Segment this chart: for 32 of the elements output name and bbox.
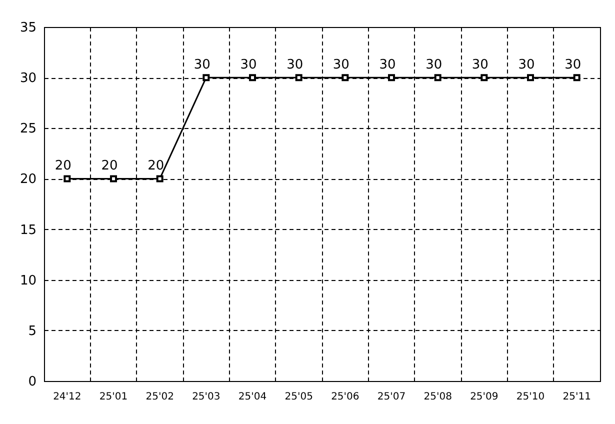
y-tick-label: 10 [20,273,36,288]
data-label: 30 [240,58,257,73]
data-label: 20 [54,158,72,174]
data-label: 30 [194,58,210,73]
x-tick-label: 25'01 [99,392,128,402]
data-label: 20 [148,158,164,174]
data-label: 30 [518,58,535,73]
x-tick-label: 25'04 [238,392,267,402]
data-label: 30 [472,58,488,73]
data-label: 30 [564,58,582,73]
x-tick-label: 25'11 [562,392,591,402]
x-tick-label: 24'12 [53,392,82,402]
x-tick-label: 25'09 [470,392,498,402]
x-tick-label: 25'06 [331,392,360,402]
x-tick-label: 25'07 [377,392,406,402]
x-tick-label: 25'02 [146,392,174,402]
y-tick-label: 5 [28,324,36,339]
data-label: 30 [286,58,304,73]
y-tick-label: 0 [28,374,36,390]
data-label: 30 [426,58,442,73]
x-tick-label: 25'08 [424,392,452,402]
x-tick-label: 25'10 [516,392,545,402]
y-tick-label: 15 [20,222,36,238]
y-tick-label: 25 [20,122,36,137]
data-label: 30 [332,58,350,73]
data-label: 30 [379,58,396,73]
y-tick-label: 30 [20,71,36,86]
x-tick-label: 25'05 [284,392,313,402]
y-tick-label: 35 [20,20,36,36]
x-tick-label: 25'03 [192,392,220,402]
y-tick-label: 20 [20,172,36,188]
data-label: 20 [101,158,118,174]
